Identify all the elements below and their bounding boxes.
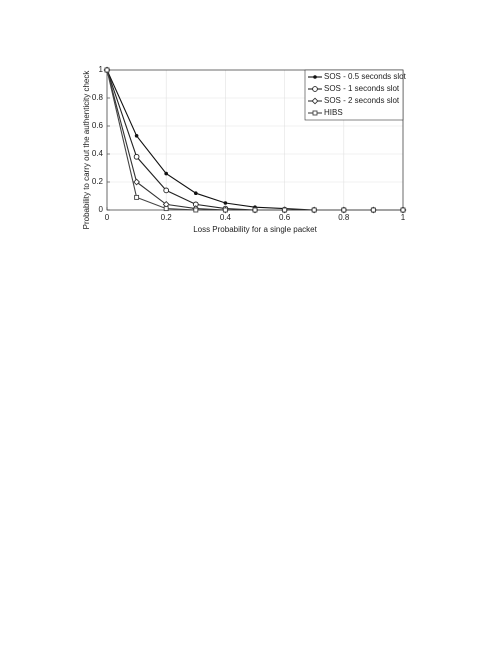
y-tick-label: 0.4 [92,149,104,158]
x-axis-label: Loss Probability for a single packet [193,225,317,234]
marker [312,110,318,116]
marker [313,75,317,79]
marker [194,191,198,195]
marker [400,207,406,213]
legend-label: SOS - 0.5 seconds slot [324,72,407,81]
legend-box [304,69,404,121]
y-tick-label: 0.6 [92,121,104,130]
legend-label: SOS - 2 seconds slot [324,96,400,105]
legend-label: SOS - 1 seconds slot [324,84,400,93]
x-tick-label: 1 [401,213,406,222]
marker [311,207,317,213]
y-tick-label: 1 [99,65,104,74]
x-tick-label: 0.8 [338,213,350,222]
marker [164,171,168,176]
marker [222,207,228,213]
y-tick-label: 0 [99,205,104,214]
x-tick-label: 0.6 [279,213,291,222]
marker [341,207,347,213]
x-tick-label: 0 [105,213,110,222]
marker [282,207,288,213]
marker [193,207,199,213]
marker [133,178,141,186]
marker [223,201,228,205]
y-tick-label: 0.2 [92,177,104,186]
y-tick-label: 0.8 [92,93,104,102]
marker [104,67,110,73]
marker [311,97,319,105]
marker [163,187,170,194]
marker [370,207,376,213]
x-tick-label: 0.4 [220,213,232,222]
marker [312,86,318,92]
marker [134,194,140,200]
marker [134,134,139,138]
marker [252,207,258,213]
legend-label: HIBS [324,108,343,117]
marker [163,206,169,212]
marker [133,153,140,160]
x-tick-label: 0.2 [161,213,173,222]
y-axis-label: Probability to carry out the authenticit… [82,70,91,230]
